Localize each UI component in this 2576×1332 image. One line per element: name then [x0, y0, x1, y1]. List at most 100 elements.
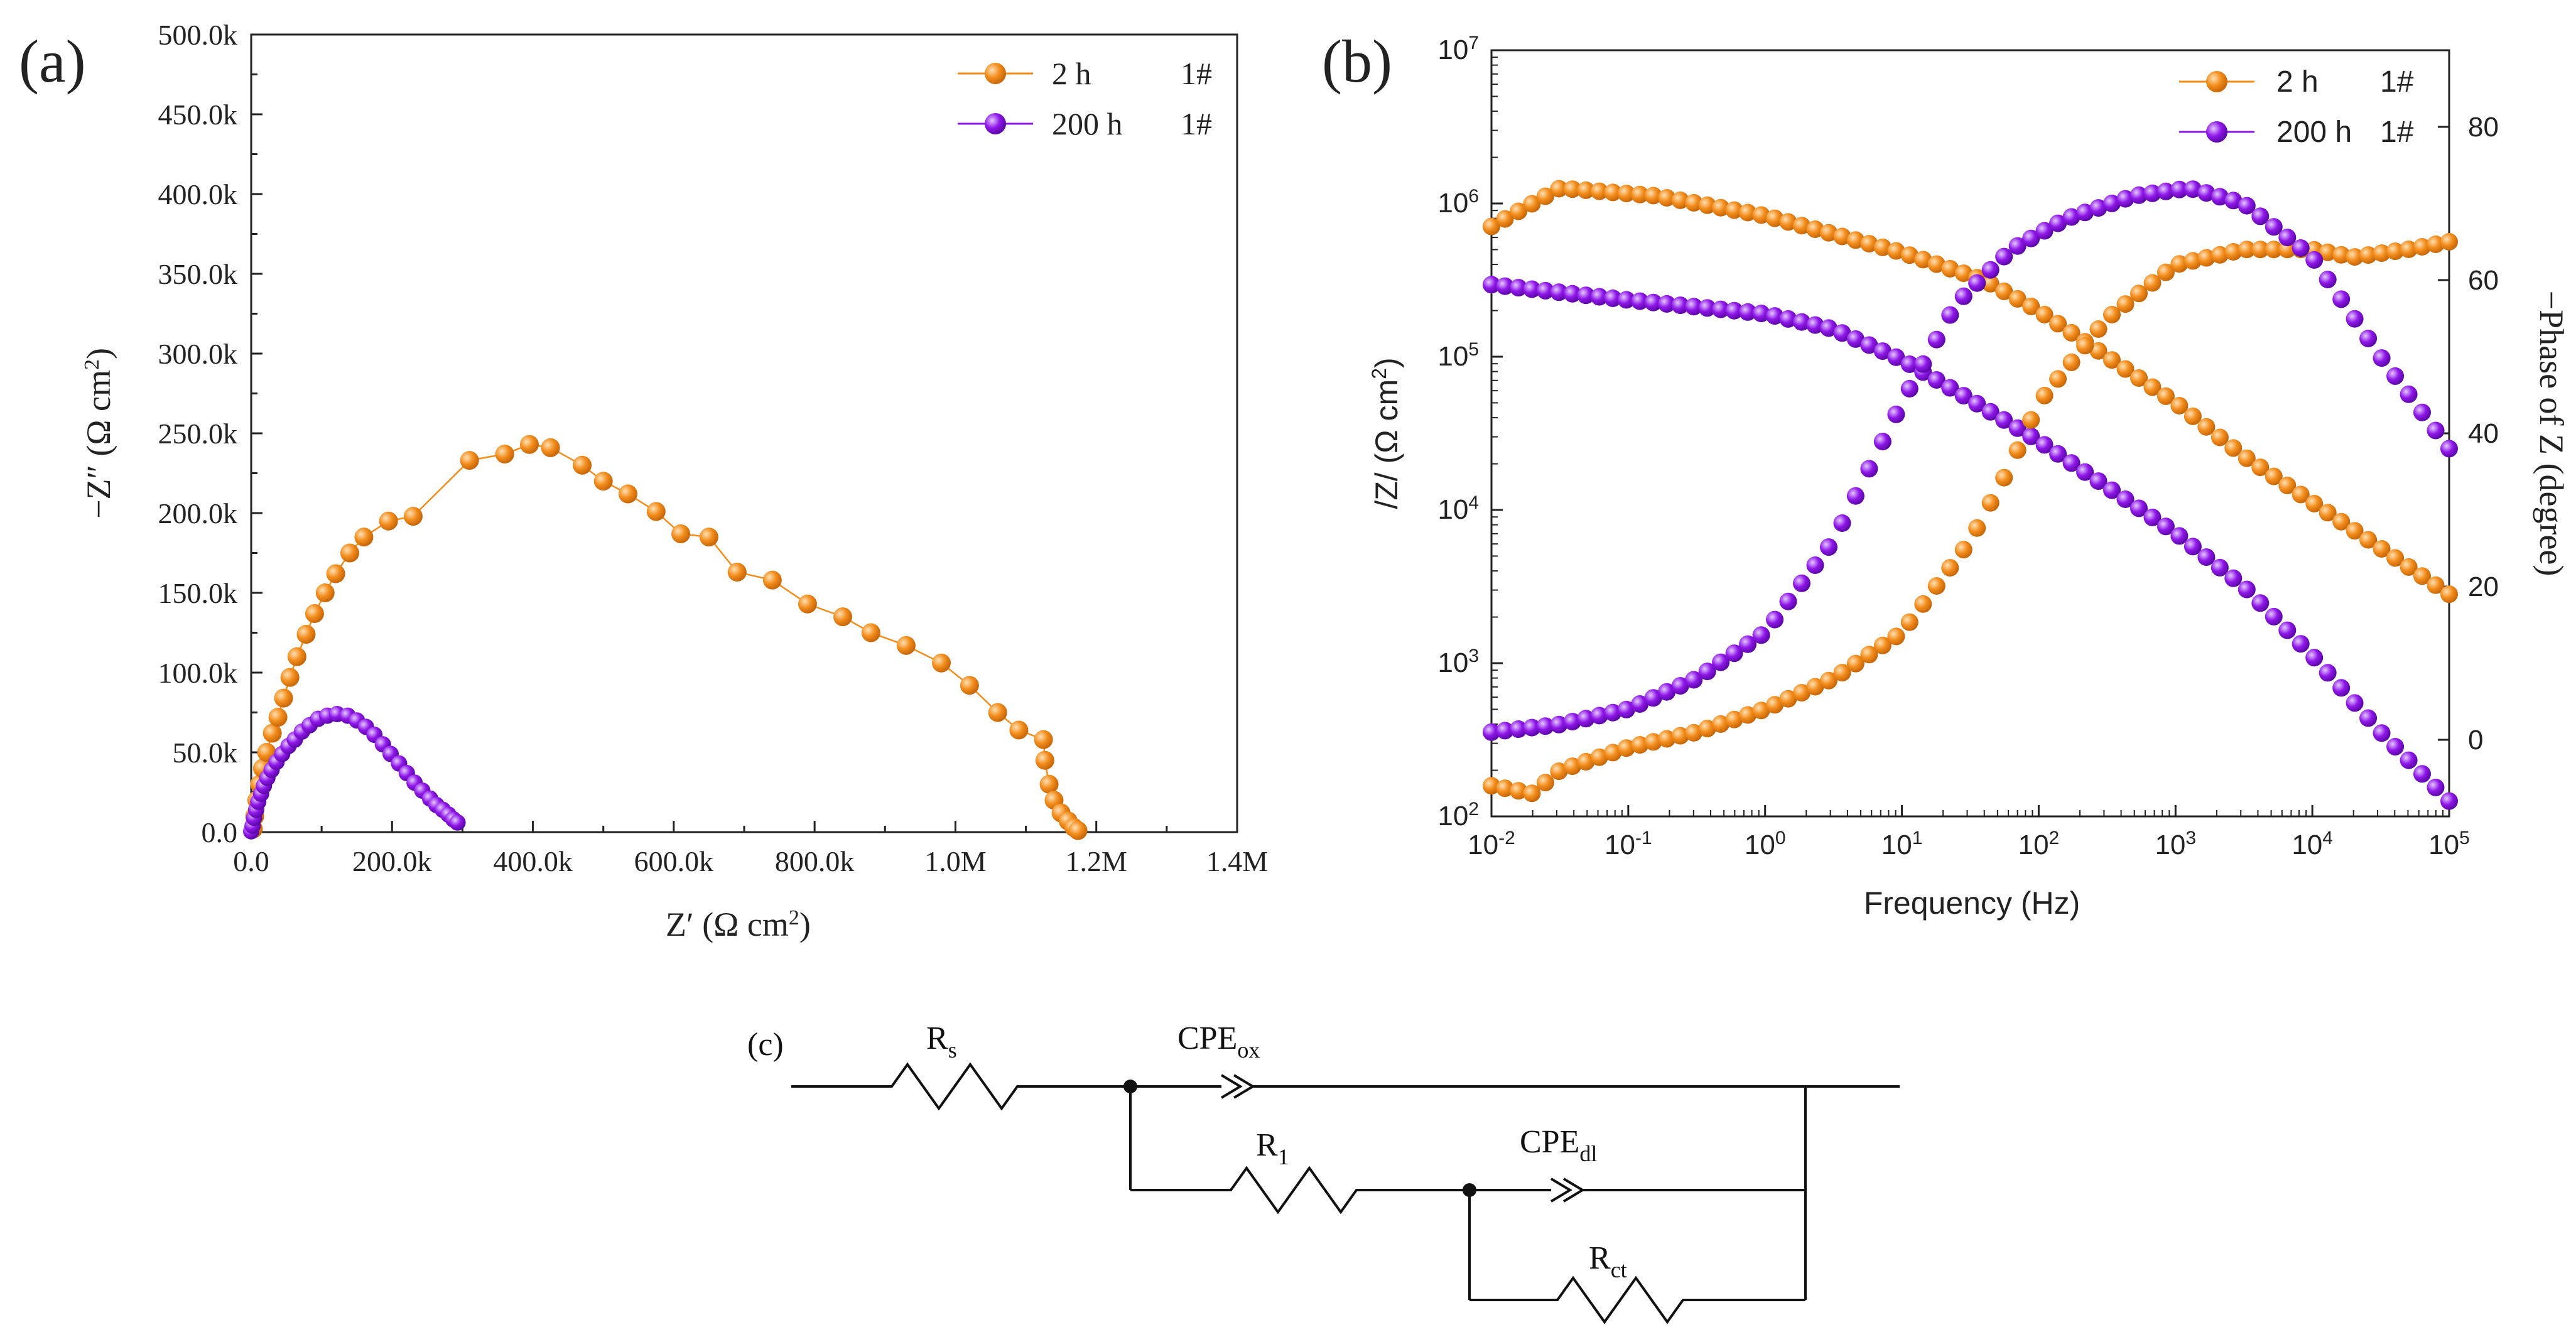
b-data-point	[2049, 370, 2067, 388]
b-data-point	[1739, 203, 1757, 222]
a-data-point	[988, 703, 1007, 722]
label-rs: Rs	[926, 1021, 957, 1063]
b-data-point	[1483, 276, 1500, 294]
a-data-point	[519, 435, 539, 454]
b-data-point	[1685, 723, 1703, 742]
b-data-point	[2170, 180, 2189, 198]
b-data-point	[2278, 477, 2297, 494]
b-data-point	[1954, 541, 1973, 559]
b-data-point	[2062, 454, 2081, 472]
b-data-point	[2008, 290, 2027, 308]
b-data-point	[2035, 436, 2054, 454]
b-data-point	[1927, 330, 1946, 349]
legend-a-label-200h: 200 h	[1052, 106, 1123, 141]
b-data-point	[2265, 607, 2283, 625]
b-data-point	[1873, 636, 1891, 654]
b-data-point	[1954, 264, 1973, 283]
b-data-point	[2251, 241, 2270, 259]
b-data-point	[1496, 210, 1514, 228]
a-y-tick-label: 500.0k	[158, 19, 238, 51]
b-data-point	[2035, 386, 2054, 404]
b-data-point	[2346, 522, 2364, 540]
b-data-point	[2251, 458, 2270, 477]
b-data-point	[1658, 295, 1676, 313]
b-data-point	[1496, 277, 1514, 295]
b-data-point	[2251, 207, 2270, 225]
a-data-point	[449, 814, 466, 831]
b-data-point	[1563, 180, 1581, 198]
b-data-point	[1752, 701, 1770, 720]
b-data-point	[2197, 184, 2216, 202]
b-data-point	[2278, 621, 2297, 639]
b-data-point	[2427, 778, 2445, 796]
b-data-point	[1873, 238, 1891, 256]
panel-a-series	[243, 435, 1088, 840]
b-data-point	[1860, 460, 1878, 478]
b-data-point	[1496, 779, 1514, 798]
b-data-point	[2292, 635, 2310, 653]
a-data-point	[495, 445, 514, 464]
b-data-point	[1496, 722, 1514, 740]
a-data-point	[727, 562, 747, 582]
a-data-point	[1039, 774, 1059, 794]
b-data-point	[1981, 403, 2000, 421]
b-data-point	[1550, 180, 1568, 198]
a-series-line-0	[252, 443, 1079, 831]
legend-b-marker-2h	[2206, 71, 2227, 92]
b-data-point	[1779, 592, 1797, 610]
panel-b-y-ticks: 102 103 104 105 106 107	[1437, 33, 1503, 831]
b-data-point	[2386, 367, 2405, 385]
b-data-point	[2143, 274, 2162, 292]
b-data-point	[1846, 231, 1864, 249]
b-data-point	[2157, 387, 2175, 405]
b-data-point	[1752, 305, 1770, 323]
b-data-point	[2184, 180, 2202, 198]
b-data-point	[1779, 213, 1797, 231]
b-data-point	[2413, 238, 2431, 256]
a-data-point	[699, 528, 718, 547]
b-data-point	[1644, 733, 1662, 751]
b-data-point	[1617, 700, 1635, 718]
b-data-point	[1968, 519, 1986, 537]
b-data-point	[2035, 222, 2054, 240]
b-data-point	[2427, 421, 2445, 440]
a-x-tick-label: 1.2M	[1066, 845, 1127, 877]
b-data-point	[2319, 271, 2337, 289]
a-y-tick-label: 450.0k	[158, 99, 238, 131]
b-data-point	[1523, 280, 1541, 298]
resistor-r1	[1130, 1166, 1469, 1215]
b-data-point	[2062, 323, 2081, 342]
b-data-point	[1644, 293, 1662, 311]
a-data-point	[1009, 720, 1029, 740]
panel-b-legend: 2 h 1# 200 h 1#	[2179, 65, 2414, 149]
panel-c-circuit: (c) Rs CPEox R1 CPEdl Rct	[747, 1021, 1900, 1324]
b-data-point	[1644, 187, 1662, 205]
b-data-point	[2386, 242, 2405, 261]
b-data-point	[1793, 574, 1810, 592]
b-data-point	[1550, 715, 1568, 734]
b-data-point	[2373, 349, 2391, 367]
b-data-point	[2170, 397, 2189, 414]
b-data-point	[1820, 224, 1837, 242]
b-data-point	[1846, 654, 1864, 673]
a-data-point	[618, 484, 637, 504]
a-x-tick-label: 800.0k	[775, 845, 855, 877]
b-data-point	[1698, 196, 1716, 214]
b-data-point	[2170, 255, 2189, 273]
b-data-point	[2008, 237, 2027, 255]
b-data-point	[2251, 594, 2270, 612]
b-data-point	[1995, 282, 2013, 300]
b-data-point	[2400, 385, 2418, 403]
b-data-point	[2089, 472, 2108, 490]
cpe-ox-plate-2	[1233, 1074, 1255, 1099]
b-data-point	[1725, 644, 1743, 663]
legend-a-sample-200h: 1#	[1181, 106, 1212, 141]
b-data-point	[1671, 727, 1689, 745]
a-data-point	[541, 438, 560, 457]
panel-a-y-label: −Z″ (Ω cm2)	[80, 348, 117, 519]
b-data-point	[2157, 517, 2175, 536]
b-data-point	[2035, 306, 2054, 323]
b-data-point	[1766, 307, 1784, 325]
b-data-point	[1752, 626, 1770, 644]
b-data-point	[2211, 246, 2229, 264]
